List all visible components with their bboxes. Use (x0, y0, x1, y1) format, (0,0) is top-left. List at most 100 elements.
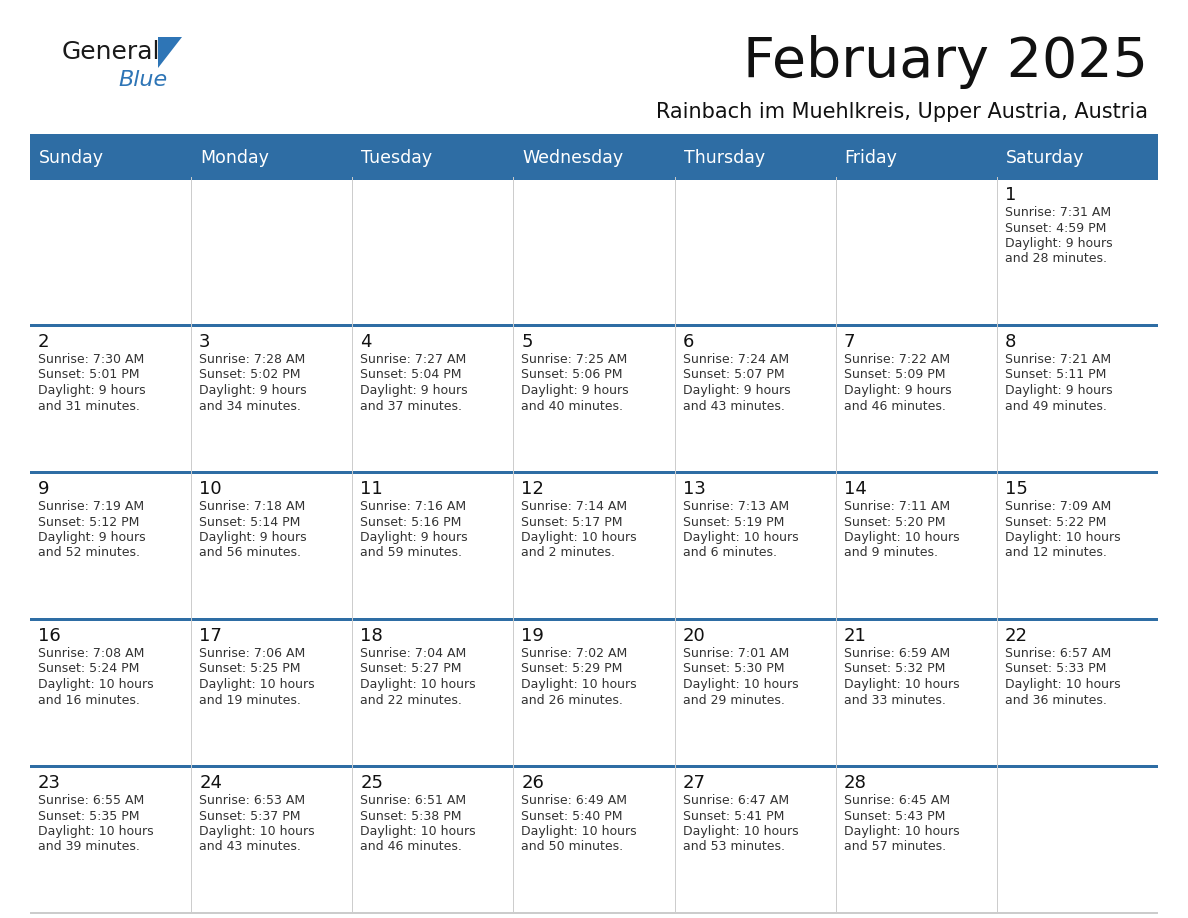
Text: Sunset: 5:38 PM: Sunset: 5:38 PM (360, 810, 462, 823)
Text: 21: 21 (843, 627, 866, 645)
Text: Daylight: 9 hours: Daylight: 9 hours (360, 531, 468, 544)
Text: Daylight: 10 hours: Daylight: 10 hours (1005, 531, 1120, 544)
Text: and 56 minutes.: and 56 minutes. (200, 546, 301, 559)
Text: Sunrise: 7:11 AM: Sunrise: 7:11 AM (843, 500, 950, 513)
Text: and 26 minutes.: and 26 minutes. (522, 693, 624, 707)
Text: Sunrise: 7:31 AM: Sunrise: 7:31 AM (1005, 206, 1111, 219)
Text: Sunset: 5:32 PM: Sunset: 5:32 PM (843, 663, 946, 676)
Text: 27: 27 (683, 774, 706, 792)
Text: and 12 minutes.: and 12 minutes. (1005, 546, 1107, 559)
Text: Daylight: 10 hours: Daylight: 10 hours (843, 678, 960, 691)
Text: and 52 minutes.: and 52 minutes. (38, 546, 140, 559)
Text: Daylight: 9 hours: Daylight: 9 hours (1005, 237, 1112, 250)
Text: Sunset: 5:29 PM: Sunset: 5:29 PM (522, 663, 623, 676)
Text: 15: 15 (1005, 480, 1028, 498)
Bar (30, 765, 1158, 767)
Text: Sunset: 5:20 PM: Sunset: 5:20 PM (843, 516, 946, 529)
Text: and 6 minutes.: and 6 minutes. (683, 546, 777, 559)
Text: and 49 minutes.: and 49 minutes. (1005, 399, 1107, 412)
Text: and 43 minutes.: and 43 minutes. (683, 399, 784, 412)
Text: Sunset: 5:11 PM: Sunset: 5:11 PM (1005, 368, 1106, 382)
Text: Blue: Blue (118, 70, 168, 90)
Text: 7: 7 (843, 333, 855, 351)
Text: 17: 17 (200, 627, 222, 645)
Text: Sunset: 5:06 PM: Sunset: 5:06 PM (522, 368, 623, 382)
Text: Sunset: 5:37 PM: Sunset: 5:37 PM (200, 810, 301, 823)
Text: Sunday: Sunday (39, 149, 105, 167)
Text: and 22 minutes.: and 22 minutes. (360, 693, 462, 707)
Text: Sunrise: 7:06 AM: Sunrise: 7:06 AM (200, 647, 305, 660)
Text: and 31 minutes.: and 31 minutes. (38, 399, 140, 412)
Text: Sunset: 5:02 PM: Sunset: 5:02 PM (200, 368, 301, 382)
Bar (997, 139, 1158, 177)
Text: 10: 10 (200, 480, 222, 498)
Text: Sunrise: 7:16 AM: Sunrise: 7:16 AM (360, 500, 467, 513)
Text: Sunset: 5:04 PM: Sunset: 5:04 PM (360, 368, 462, 382)
Text: Sunset: 5:27 PM: Sunset: 5:27 PM (360, 663, 462, 676)
Text: Sunrise: 6:49 AM: Sunrise: 6:49 AM (522, 794, 627, 807)
Text: Daylight: 10 hours: Daylight: 10 hours (522, 825, 637, 838)
Bar (675, 139, 835, 177)
Text: Daylight: 9 hours: Daylight: 9 hours (38, 384, 146, 397)
Text: Daylight: 10 hours: Daylight: 10 hours (360, 825, 476, 838)
Text: Daylight: 9 hours: Daylight: 9 hours (843, 384, 952, 397)
Text: 2: 2 (38, 333, 50, 351)
Text: Sunset: 4:59 PM: Sunset: 4:59 PM (1005, 221, 1106, 234)
Bar (513, 139, 675, 177)
Text: and 43 minutes.: and 43 minutes. (200, 841, 301, 854)
Text: Sunrise: 6:59 AM: Sunrise: 6:59 AM (843, 647, 950, 660)
Text: 6: 6 (683, 333, 694, 351)
Text: Sunrise: 7:13 AM: Sunrise: 7:13 AM (683, 500, 789, 513)
Text: Sunrise: 6:57 AM: Sunrise: 6:57 AM (1005, 647, 1111, 660)
Text: Daylight: 9 hours: Daylight: 9 hours (683, 384, 790, 397)
Text: and 53 minutes.: and 53 minutes. (683, 841, 784, 854)
Text: 22: 22 (1005, 627, 1028, 645)
Text: and 2 minutes.: and 2 minutes. (522, 546, 615, 559)
Bar (30, 324, 1158, 327)
Text: Sunrise: 7:21 AM: Sunrise: 7:21 AM (1005, 353, 1111, 366)
Text: Sunset: 5:24 PM: Sunset: 5:24 PM (38, 663, 139, 676)
Text: February 2025: February 2025 (742, 35, 1148, 89)
Text: 25: 25 (360, 774, 384, 792)
Bar (30, 177, 1158, 180)
Bar (30, 471, 1158, 474)
Bar (30, 139, 191, 177)
Text: 23: 23 (38, 774, 61, 792)
Text: Sunrise: 7:30 AM: Sunrise: 7:30 AM (38, 353, 144, 366)
Text: Sunrise: 6:55 AM: Sunrise: 6:55 AM (38, 794, 144, 807)
Text: Daylight: 9 hours: Daylight: 9 hours (38, 531, 146, 544)
Text: Sunrise: 7:14 AM: Sunrise: 7:14 AM (522, 500, 627, 513)
Text: Sunset: 5:14 PM: Sunset: 5:14 PM (200, 516, 301, 529)
Text: Monday: Monday (200, 149, 268, 167)
Text: 18: 18 (360, 627, 383, 645)
Text: Sunrise: 7:02 AM: Sunrise: 7:02 AM (522, 647, 627, 660)
Text: Sunrise: 7:04 AM: Sunrise: 7:04 AM (360, 647, 467, 660)
Text: General: General (62, 40, 160, 64)
Text: and 36 minutes.: and 36 minutes. (1005, 693, 1107, 707)
Text: 12: 12 (522, 480, 544, 498)
Text: Sunset: 5:30 PM: Sunset: 5:30 PM (683, 663, 784, 676)
Text: Sunrise: 6:47 AM: Sunrise: 6:47 AM (683, 794, 789, 807)
Text: and 34 minutes.: and 34 minutes. (200, 399, 301, 412)
Text: and 40 minutes.: and 40 minutes. (522, 399, 624, 412)
Text: Sunset: 5:09 PM: Sunset: 5:09 PM (843, 368, 946, 382)
Text: Sunrise: 7:27 AM: Sunrise: 7:27 AM (360, 353, 467, 366)
Text: Sunset: 5:43 PM: Sunset: 5:43 PM (843, 810, 946, 823)
Text: and 46 minutes.: and 46 minutes. (360, 841, 462, 854)
Text: Sunrise: 7:25 AM: Sunrise: 7:25 AM (522, 353, 627, 366)
Text: Rainbach im Muehlkreis, Upper Austria, Austria: Rainbach im Muehlkreis, Upper Austria, A… (656, 102, 1148, 122)
Bar (835, 139, 997, 177)
Text: Daylight: 9 hours: Daylight: 9 hours (200, 531, 307, 544)
Text: Daylight: 10 hours: Daylight: 10 hours (200, 825, 315, 838)
Text: Sunset: 5:33 PM: Sunset: 5:33 PM (1005, 663, 1106, 676)
Text: 16: 16 (38, 627, 61, 645)
Text: Daylight: 10 hours: Daylight: 10 hours (360, 678, 476, 691)
Bar (30, 618, 1158, 765)
Bar (191, 139, 353, 177)
Text: and 57 minutes.: and 57 minutes. (843, 841, 946, 854)
Text: 26: 26 (522, 774, 544, 792)
Text: Friday: Friday (845, 149, 898, 167)
Text: Daylight: 10 hours: Daylight: 10 hours (1005, 678, 1120, 691)
Bar (30, 765, 1158, 912)
Text: 1: 1 (1005, 186, 1016, 204)
